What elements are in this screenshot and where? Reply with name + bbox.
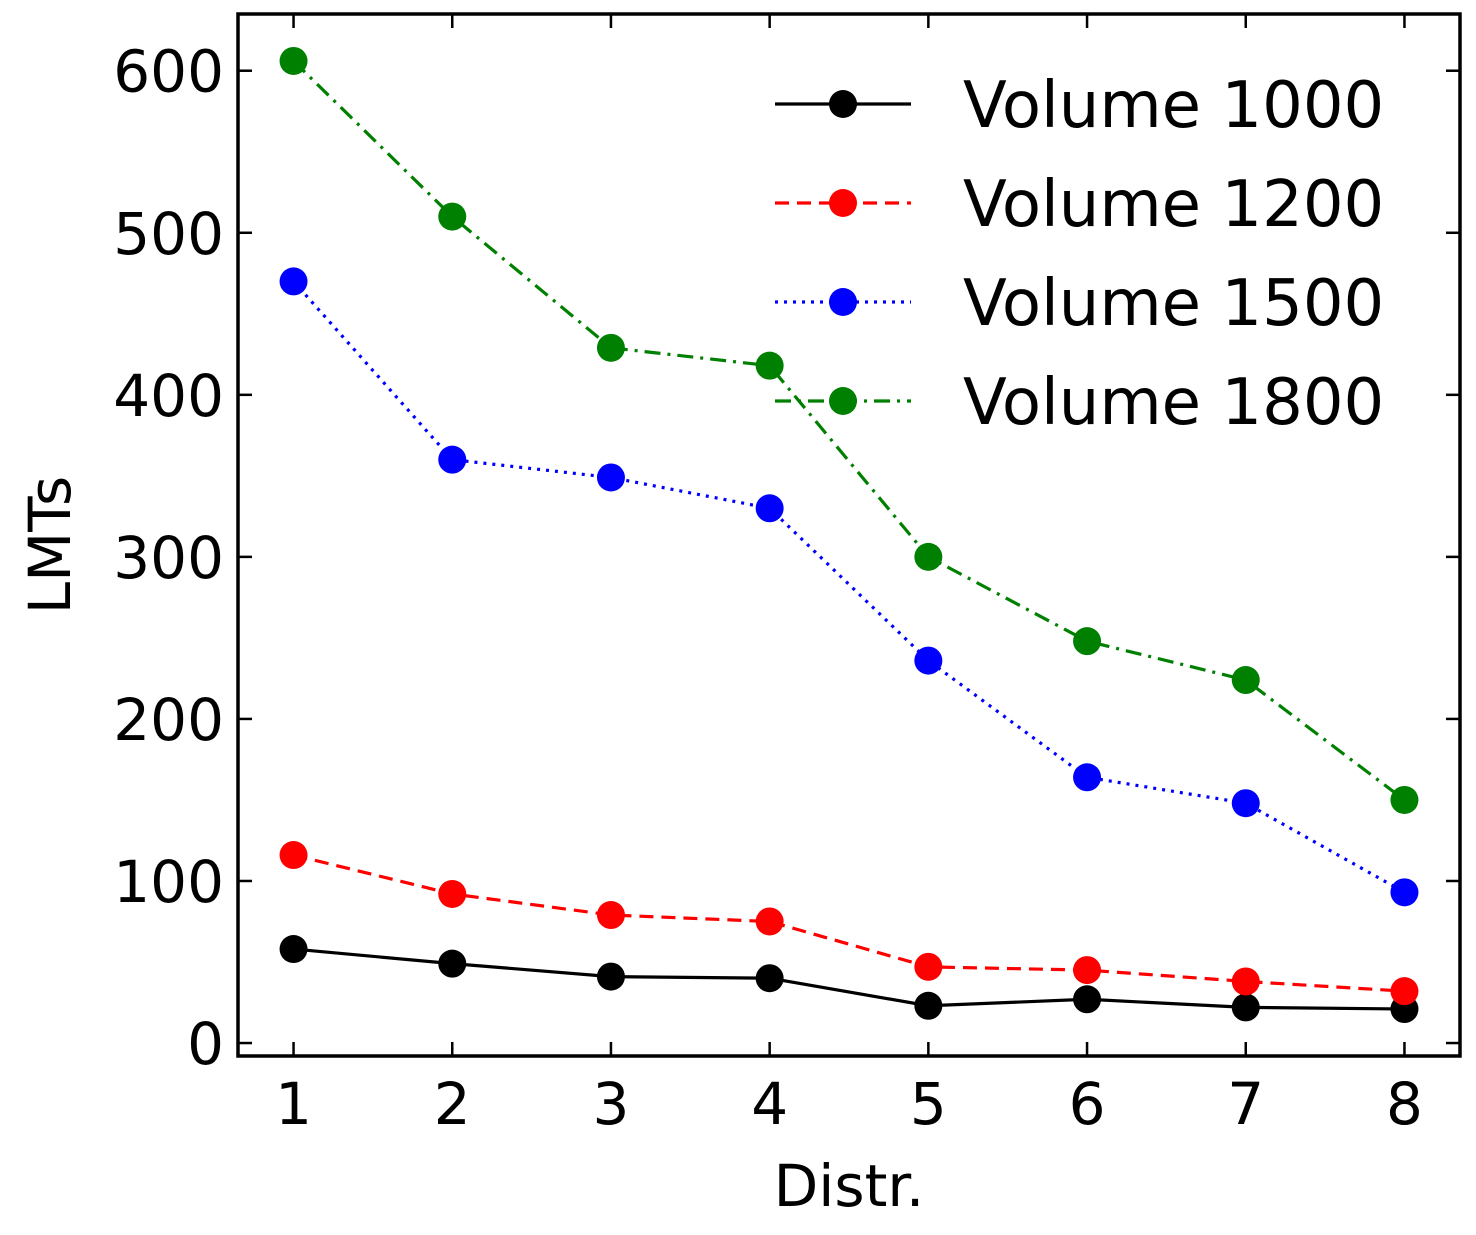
data-point	[596, 333, 625, 362]
data-point	[596, 962, 625, 991]
x-tick-label: 8	[1386, 1070, 1423, 1138]
series-volume-1500	[279, 267, 1419, 907]
y-tick-label: 0	[187, 1010, 224, 1078]
y-axis-label: LMTs	[16, 476, 84, 614]
legend-label: Volume 1000	[963, 69, 1384, 143]
data-point	[596, 463, 625, 492]
series-layer	[279, 46, 1419, 1024]
legend-item: Volume 1000	[775, 69, 1384, 143]
x-tick-label: 7	[1227, 1070, 1264, 1138]
data-point	[279, 46, 308, 75]
data-point	[596, 901, 625, 930]
data-point	[755, 494, 784, 523]
data-point	[438, 879, 467, 908]
legend-marker	[829, 90, 857, 118]
legend-item: Volume 1500	[775, 267, 1384, 341]
legend-marker	[829, 288, 857, 316]
data-point	[1231, 666, 1260, 695]
data-point	[914, 646, 943, 675]
data-point	[1390, 878, 1419, 907]
data-point	[914, 542, 943, 571]
legend: Volume 1000 Volume 1200 Volume 1500 Volume …	[775, 69, 1384, 440]
x-tick-label: 2	[434, 1070, 471, 1138]
data-point	[279, 267, 308, 296]
legend-marker	[829, 387, 857, 415]
data-point	[1231, 993, 1260, 1022]
x-tick-label: 6	[1069, 1070, 1106, 1138]
series-volume-1200	[279, 841, 1419, 1006]
legend-item: Volume 1800	[775, 366, 1384, 440]
x-tick-label: 1	[275, 1070, 312, 1138]
y-tick-label: 100	[113, 848, 224, 916]
legend-item: Volume 1200	[775, 168, 1384, 242]
data-point	[1073, 956, 1102, 985]
series-line	[292, 59, 1406, 802]
y-tick-label: 400	[113, 362, 224, 430]
data-point	[438, 445, 467, 474]
data-point	[1073, 763, 1102, 792]
data-point	[755, 964, 784, 993]
y-tick-label: 300	[113, 524, 224, 592]
data-point	[438, 202, 467, 231]
data-point	[1073, 627, 1102, 656]
data-point	[755, 907, 784, 936]
legend-label: Volume 1800	[963, 366, 1384, 440]
data-point	[914, 991, 943, 1020]
y-tick-label: 600	[113, 38, 224, 106]
legend-marker	[829, 189, 857, 217]
data-point	[755, 351, 784, 380]
series-line	[293, 947, 1405, 1011]
plot-frame	[236, 12, 1462, 1058]
x-tick-label: 5	[910, 1070, 947, 1138]
data-point	[438, 949, 467, 978]
tick-layer: 1 2 3 4 5 6 7 8 0 100 200 300 400 500 600	[113, 14, 1460, 1138]
data-point	[279, 841, 308, 870]
x-tick-label: 4	[751, 1070, 788, 1138]
x-tick-label: 3	[592, 1070, 629, 1138]
data-point	[1231, 789, 1260, 818]
legend-label: Volume 1500	[963, 267, 1384, 341]
data-point	[914, 952, 943, 981]
data-point	[1390, 785, 1419, 814]
series-volume-1800	[279, 46, 1419, 814]
data-point	[279, 935, 308, 964]
y-tick-label: 200	[113, 686, 224, 754]
y-tick-label: 500	[113, 200, 224, 268]
data-point	[1231, 967, 1260, 996]
data-point	[1073, 985, 1102, 1014]
x-axis-label: Distr.	[774, 1152, 925, 1220]
legend-label: Volume 1200	[963, 168, 1384, 242]
data-point	[1390, 977, 1419, 1006]
